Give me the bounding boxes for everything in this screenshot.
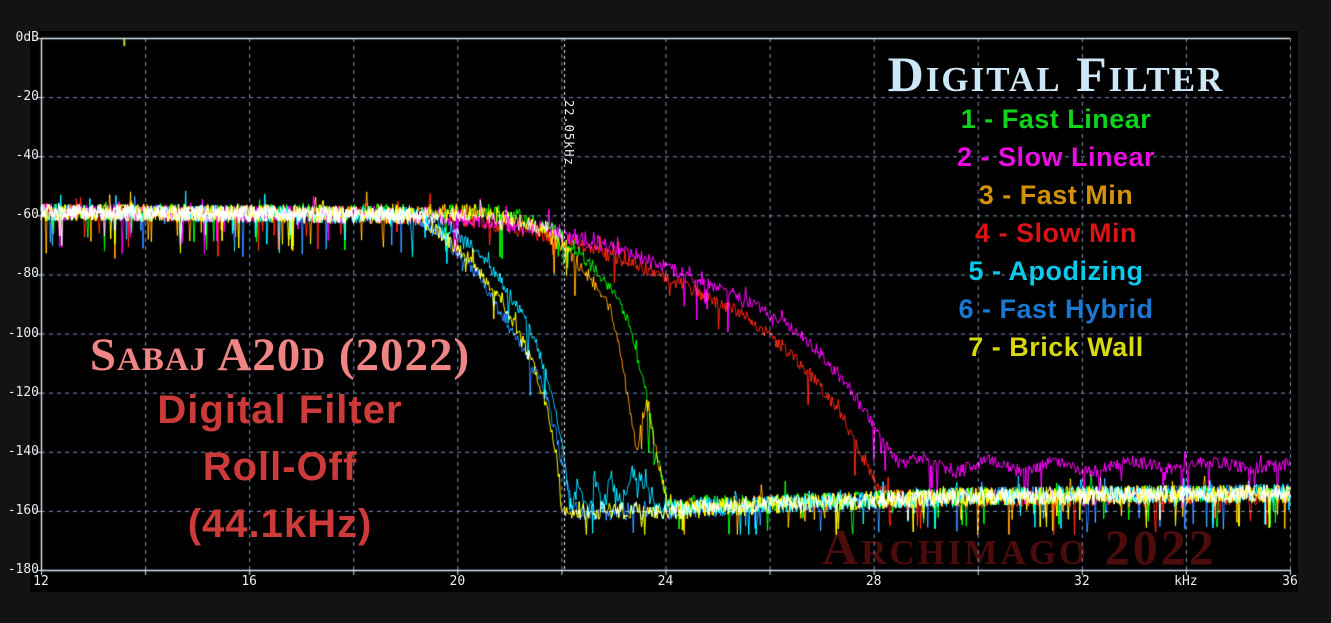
y-axis-tick-label: -140 <box>7 443 39 459</box>
y-axis-tick-label: -40 <box>15 148 39 164</box>
legend-item: 3 - Fast Min <box>978 180 1134 210</box>
x-axis-tick-label: 20 <box>449 574 466 589</box>
x-axis-tick-label: 12 <box>33 574 49 589</box>
y-axis-tick-label: 0dB <box>15 30 39 45</box>
legend-item: 4 - Slow Min <box>974 218 1137 248</box>
subtitle-line-3: (44.1kHz) <box>187 502 373 546</box>
y-axis-tick-label: -100 <box>7 325 39 341</box>
subtitle-line-1: Digital Filter <box>157 388 403 432</box>
chart-title-block: Sabaj A20d (2022) Digital Filter Roll-Of… <box>52 328 508 553</box>
legend-item: 6 - Fast Hybrid <box>958 294 1154 324</box>
x-axis-tick-label: 32 <box>1074 574 1090 589</box>
x-axis-tick-label: kHz <box>1174 574 1198 589</box>
y-axis-tick-label: -120 <box>7 384 39 400</box>
y-axis-tick-label: -160 <box>7 502 39 518</box>
y-axis-tick-label: -80 <box>15 266 39 282</box>
legend-item: 1 - Fast Linear <box>960 104 1152 134</box>
legend-item: 2 - Slow Linear <box>956 142 1156 172</box>
spectrum-plot-canvas <box>30 31 1298 592</box>
x-axis-tick-label: 24 <box>657 574 674 589</box>
nyquist-marker-label: 22.05kHz <box>562 100 576 166</box>
legend-item: 5 - Apodizing <box>968 256 1144 286</box>
y-axis-tick-label: -180 <box>7 562 39 577</box>
legend-title: Digital Filter <box>887 46 1225 102</box>
legend-items: 1 - Fast Linear 2 - Slow Linear 3 - Fast M… <box>822 100 1290 366</box>
filter-legend: Digital Filter 1 - Fast Linear 2 - Slow L… <box>822 48 1290 366</box>
subtitle-line-2: Roll-Off <box>202 445 358 489</box>
x-axis-tick-label: 28 <box>865 574 882 589</box>
x-axis-tick-label: 36 <box>1282 574 1298 589</box>
legend-item: 7 - Brick Wall <box>968 332 1144 362</box>
device-title: Sabaj A20d (2022) <box>89 329 471 381</box>
y-axis-tick-label: -20 <box>15 89 39 105</box>
x-axis-tick-label: 16 <box>241 574 257 589</box>
y-axis-tick-label: -60 <box>15 207 39 223</box>
